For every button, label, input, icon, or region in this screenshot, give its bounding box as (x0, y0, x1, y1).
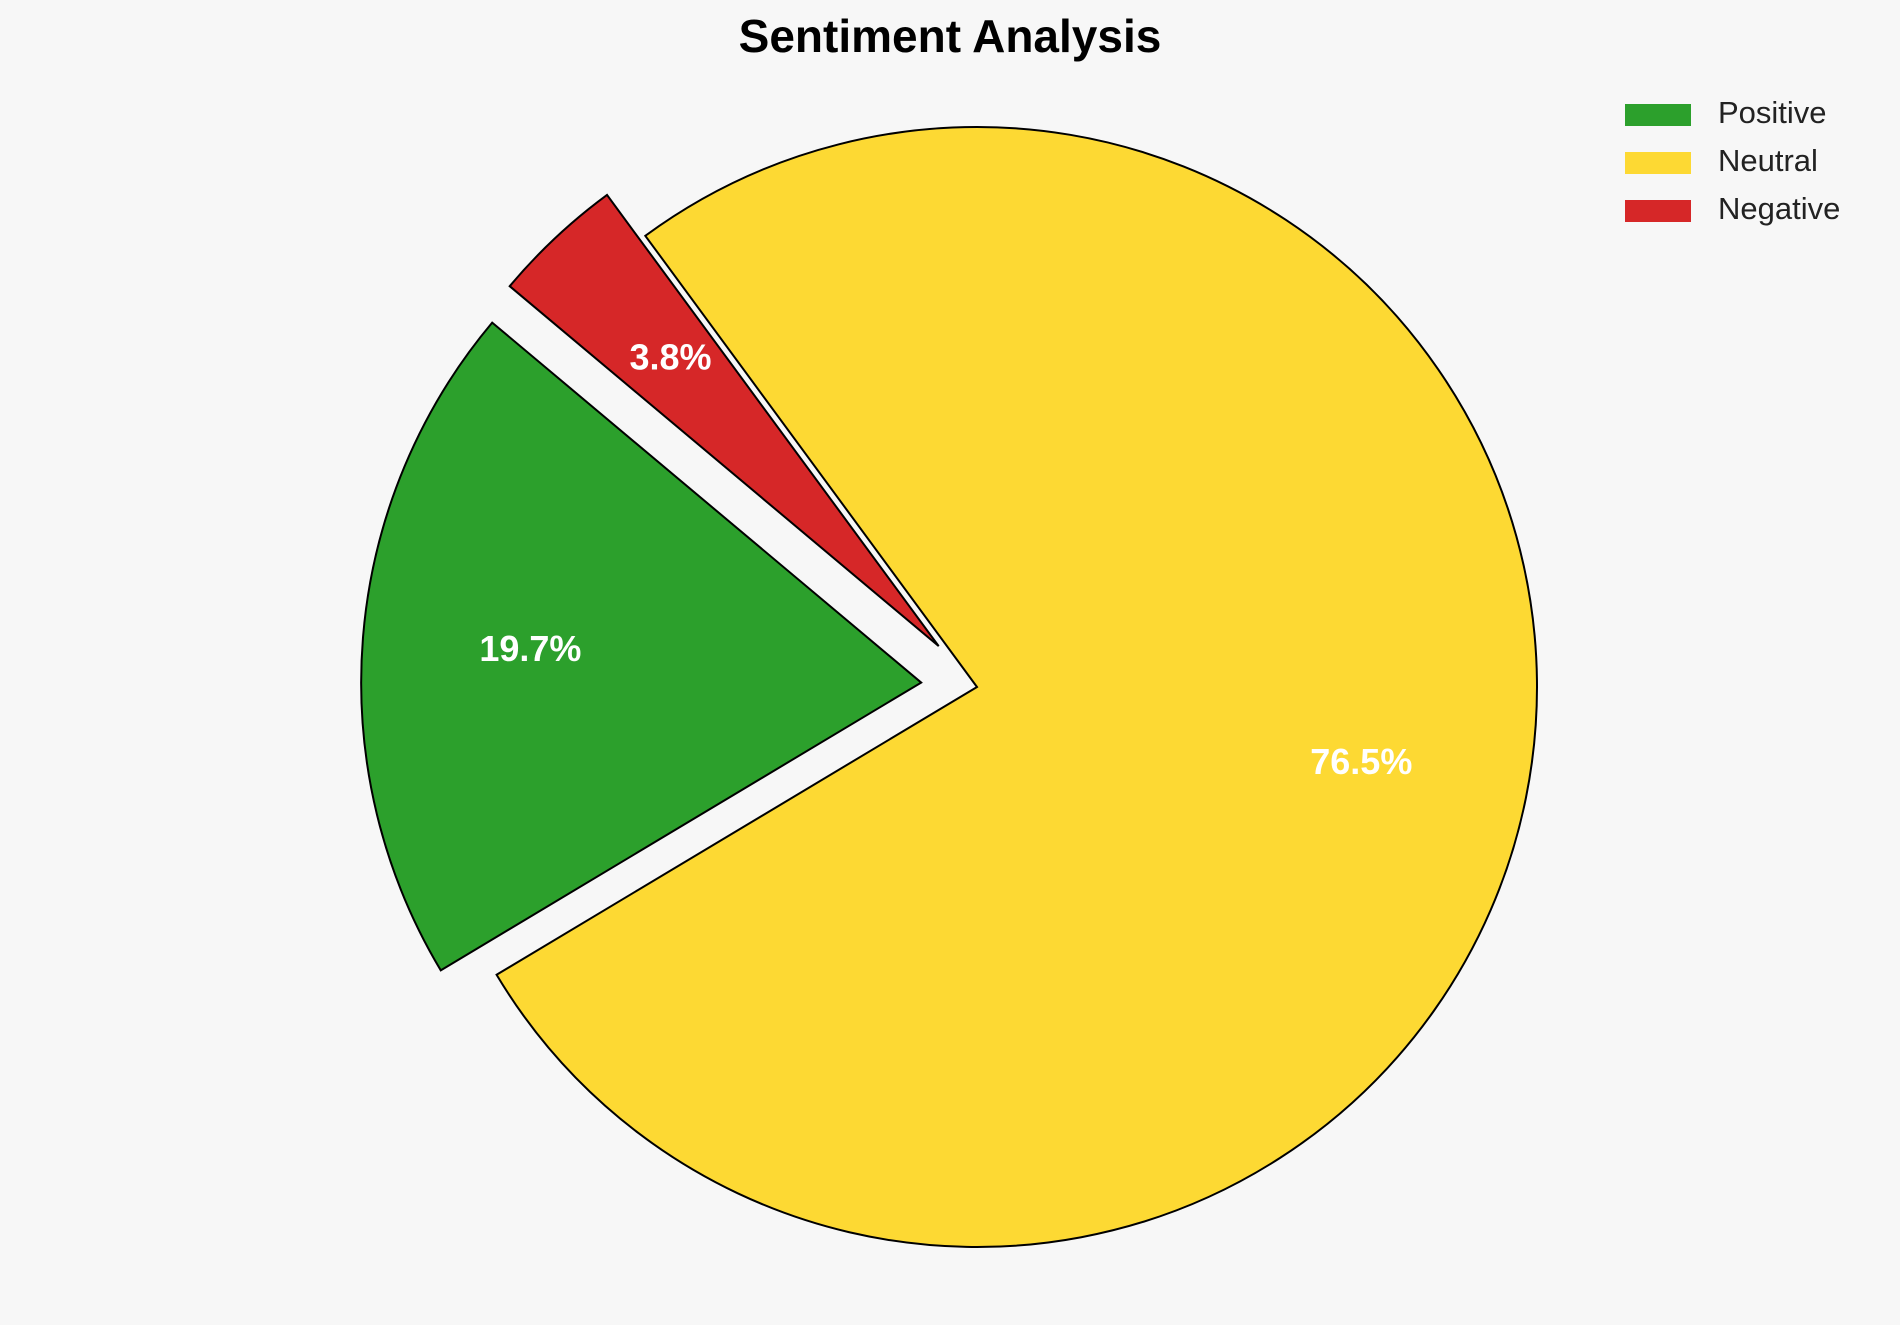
value-label: 76.5% (1310, 741, 1412, 782)
pie-slice (508, 193, 940, 647)
legend-swatch (1625, 104, 1691, 126)
value-label: 3.8% (630, 337, 712, 378)
pie-slice (495, 126, 1538, 1248)
pie-slice (360, 321, 923, 972)
value-label: 19.7% (479, 628, 581, 669)
chart-title: Sentiment Analysis (739, 10, 1162, 62)
legend-swatch (1625, 152, 1691, 174)
legend-label: Neutral (1718, 143, 1818, 178)
legend-label: Positive (1718, 95, 1827, 130)
legend-swatch (1625, 200, 1691, 222)
legend-label: Negative (1718, 191, 1840, 226)
